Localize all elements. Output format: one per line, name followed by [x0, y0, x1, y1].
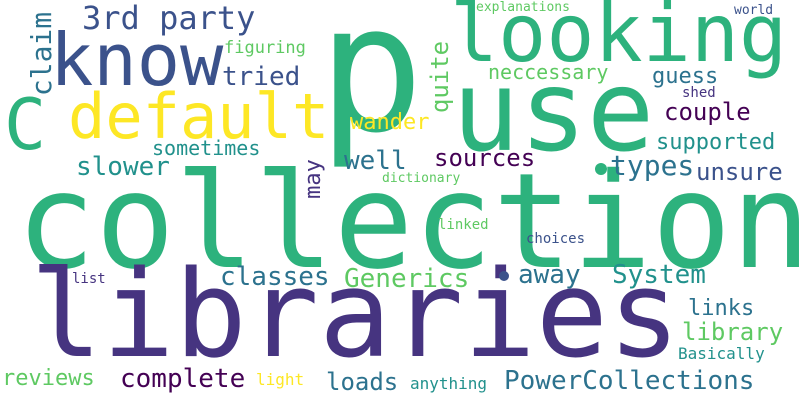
word-sometimes: sometimes	[152, 136, 261, 160]
word-well: well	[344, 146, 407, 176]
word-powercollections: PowerCollections	[504, 366, 755, 396]
word-sources: sources	[434, 144, 536, 172]
word-claim: claim	[25, 11, 59, 97]
word-shed: shed	[682, 85, 716, 101]
word-loads: loads	[326, 368, 399, 396]
word-list: list	[72, 271, 106, 287]
word-collection: collection	[16, 145, 800, 299]
word-3rd-party: 3rd party	[82, 0, 256, 37]
word-links: links	[688, 296, 755, 321]
dot-mark-2	[499, 271, 509, 281]
word-default: default	[68, 80, 330, 153]
word-figuring: figuring	[224, 38, 306, 58]
word-quite: quite	[426, 40, 455, 114]
word-c: C	[4, 84, 47, 166]
word-dictionary: dictionary	[382, 171, 461, 186]
word-know: know	[50, 18, 224, 102]
word-explanations: explanations	[476, 0, 570, 15]
word-supported: supported	[656, 130, 776, 155]
word-unsure: unsure	[696, 158, 783, 186]
word-system: System	[612, 260, 706, 290]
word-linked: linked	[438, 217, 489, 233]
word-p: p	[318, 0, 424, 172]
word-couple: couple	[664, 98, 751, 126]
word-looking: looking	[450, 0, 788, 80]
word-complete: complete	[120, 364, 246, 394]
word-tried: tried	[222, 62, 301, 92]
word-slower: slower	[76, 152, 170, 182]
word-use: use	[452, 47, 655, 177]
word-basically: Basically	[678, 344, 765, 363]
word-classes: classes	[220, 262, 330, 292]
word-may: may	[300, 159, 326, 199]
word-neccessary: neccessary	[488, 60, 609, 84]
word-light: light	[256, 370, 305, 389]
word-anything: anything	[410, 374, 488, 393]
word-guess: guess	[652, 64, 719, 89]
word-library: library	[682, 318, 784, 346]
word-wander: wander	[350, 110, 430, 135]
dot-mark-1	[595, 163, 607, 175]
word-choices: choices	[526, 231, 586, 247]
word-generics: Generics	[344, 264, 470, 294]
word-world: world	[734, 3, 774, 18]
word-away: away	[518, 260, 581, 290]
word-libraries: libraries	[30, 246, 681, 385]
word-types: types	[610, 149, 695, 182]
word-reviews: reviews	[2, 366, 95, 391]
